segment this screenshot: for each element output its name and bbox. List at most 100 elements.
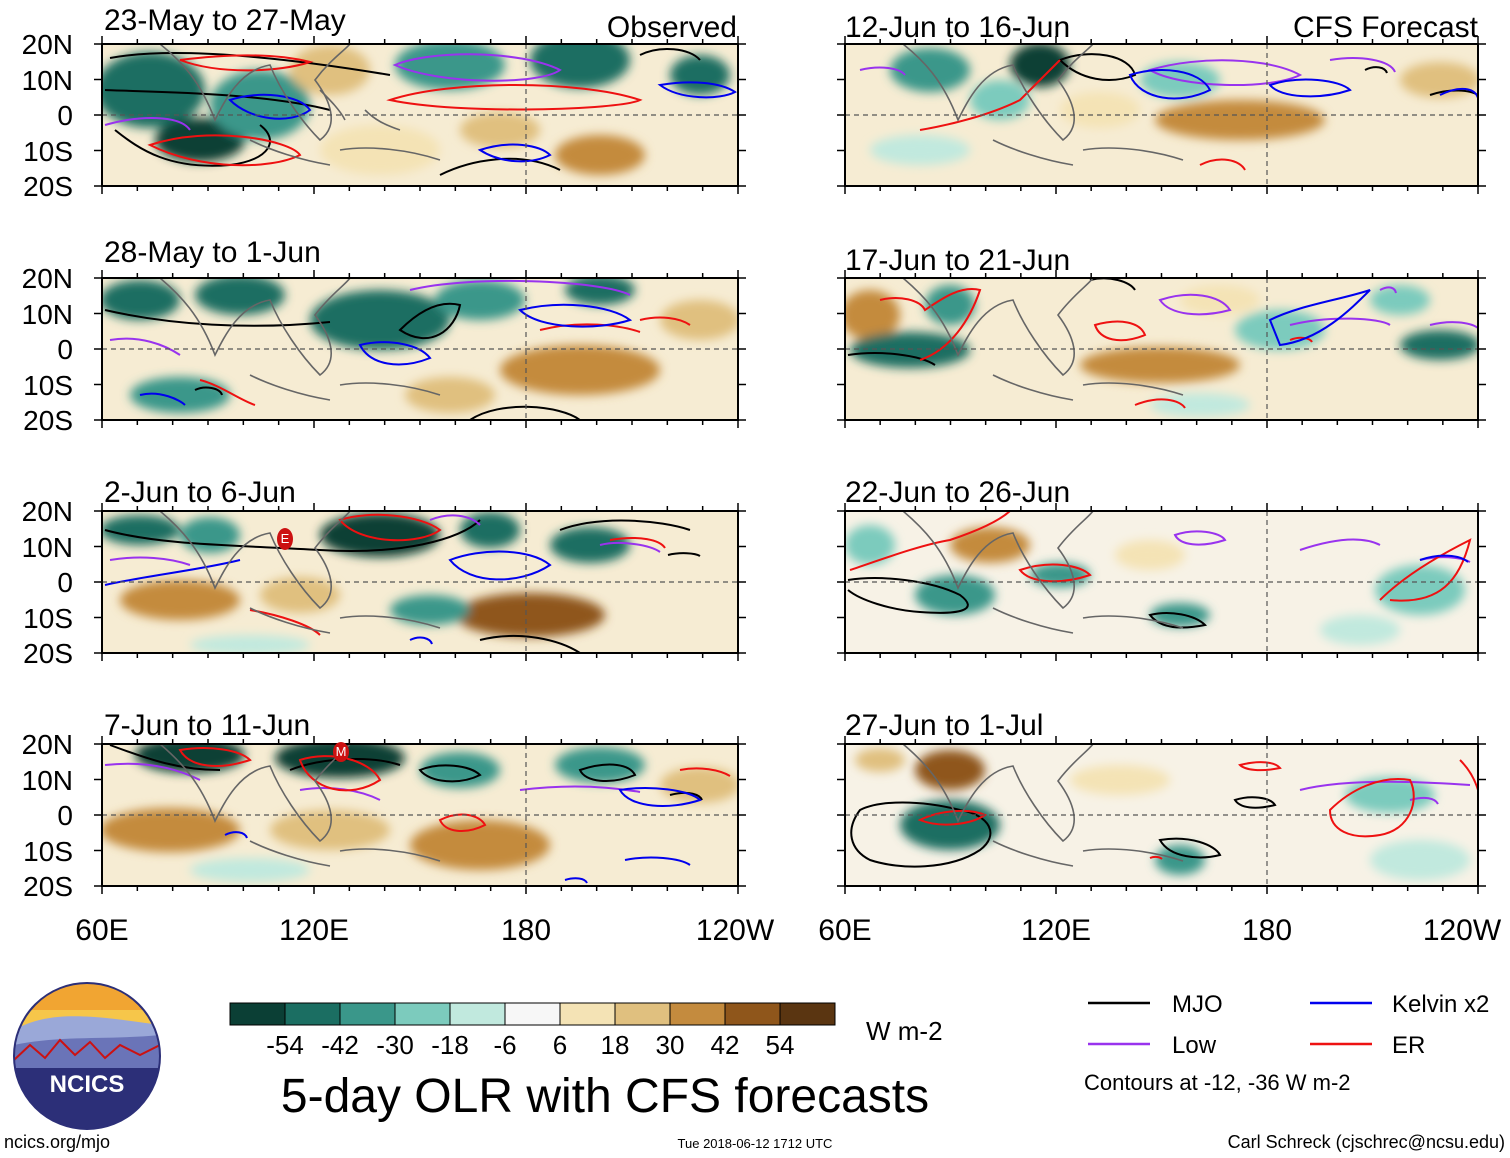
olr-anomaly-shading — [845, 525, 1465, 645]
colorbar-swatch — [394, 1002, 451, 1026]
colorbar-label: 6 — [553, 1030, 567, 1060]
panel-title: 27-Jun to 1-Jul — [845, 709, 1043, 742]
olr-anomaly-shading — [102, 278, 738, 413]
svg-text:20S: 20S — [23, 638, 73, 669]
colorbar-swatch — [614, 1002, 671, 1026]
panel-title: 28-May to 1-Jun — [104, 236, 321, 269]
colorbar-swatch — [559, 1002, 616, 1026]
panel-forecast-2 — [844, 277, 1479, 421]
svg-text:20N: 20N — [22, 29, 73, 60]
svg-text:60E: 60E — [75, 914, 128, 947]
colorbar-swatch — [229, 1002, 286, 1026]
svg-text:10N: 10N — [22, 299, 73, 330]
svg-text:20S: 20S — [23, 171, 73, 202]
panel-title: 12-Jun to 16-Jun — [845, 11, 1070, 44]
olr-anomaly-shading — [102, 44, 730, 175]
svg-text:20S: 20S — [23, 871, 73, 902]
svg-text:20N: 20N — [22, 496, 73, 527]
event-marker-e: E — [277, 528, 293, 550]
colorbar-label: -6 — [493, 1030, 516, 1060]
panel-observed-3: E — [101, 510, 739, 654]
colorbar-swatch — [779, 1002, 836, 1026]
footer-credit: Carl Schreck (cjschrec@ncsu.edu) — [1228, 1132, 1505, 1152]
coastlines — [159, 44, 441, 166]
svg-text:10N: 10N — [22, 532, 73, 563]
svg-text:120E: 120E — [279, 914, 349, 947]
colorbar-label: 18 — [601, 1030, 630, 1060]
ncics-logo: NCICS — [13, 982, 161, 1130]
svg-text:0: 0 — [57, 800, 73, 831]
coastlines — [902, 278, 1184, 401]
coastlines — [902, 44, 1184, 166]
panel-title: 17-Jun to 21-Jun — [845, 244, 1070, 277]
svg-text:10N: 10N — [22, 65, 73, 96]
svg-text:10S: 10S — [23, 370, 73, 401]
colorbar-label: -18 — [431, 1030, 469, 1060]
svg-text:0: 0 — [57, 567, 73, 598]
panel-forecast-1 — [844, 43, 1479, 187]
svg-text:180: 180 — [1242, 914, 1292, 947]
svg-text:E: E — [281, 531, 290, 546]
legend: MJO Kelvin x2 Low ER Contours at -12, -3… — [1084, 991, 1489, 1095]
colorbar-unit: W m-2 — [866, 1016, 943, 1046]
panel-title: 2-Jun to 6-Jun — [104, 476, 296, 509]
olr-anomaly-shading — [845, 285, 1478, 417]
svg-text:60E: 60E — [818, 914, 871, 947]
svg-text:0: 0 — [57, 334, 73, 365]
coastlines — [902, 511, 1184, 634]
legend-label-er: ER — [1392, 1032, 1425, 1059]
figure-title: 5-day OLR with CFS forecasts — [281, 1070, 929, 1123]
panel-forecast-4 — [844, 743, 1479, 887]
svg-text:10N: 10N — [22, 765, 73, 796]
legend-label-low: Low — [1172, 1032, 1217, 1059]
event-marker-m: M — [333, 742, 349, 762]
panel-forecast-3 — [844, 510, 1479, 654]
legend-note: Contours at -12, -36 W m-2 — [1084, 1070, 1351, 1095]
footer-timestamp: Tue 2018-06-12 1712 UTC — [678, 1136, 833, 1151]
latitude-labels: 20N 10N 0 10S 20S 20N 10N 0 10S 20S 20N … — [22, 29, 73, 902]
svg-text:20N: 20N — [22, 263, 73, 294]
coastlines — [902, 744, 1184, 867]
svg-text:20S: 20S — [23, 405, 73, 436]
colorbar — [229, 1002, 836, 1026]
colorbar-swatch — [504, 1002, 561, 1026]
svg-text:120W: 120W — [696, 914, 775, 947]
colorbar-label: -54 — [266, 1030, 304, 1060]
axis-ticks — [94, 36, 1486, 894]
colorbar-label: -42 — [321, 1030, 359, 1060]
svg-text:10S: 10S — [23, 603, 73, 634]
coastlines — [159, 744, 441, 867]
svg-text:M: M — [336, 744, 347, 759]
logo-text: NCICS — [50, 1071, 125, 1098]
colorbar-labels: -54 -42 -30 -18 -6 6 18 30 42 54 — [266, 1030, 794, 1060]
forecast-label: CFS Forecast — [1293, 11, 1479, 44]
legend-label-kelvin: Kelvin x2 — [1392, 991, 1489, 1018]
panel-title: 22-Jun to 26-Jun — [845, 476, 1070, 509]
panel-title: 23-May to 27-May — [104, 4, 346, 37]
colorbar-label: 30 — [656, 1030, 685, 1060]
colorbar-swatch — [284, 1002, 341, 1026]
coastlines — [159, 278, 441, 401]
panel-observed-1 — [101, 43, 739, 187]
longitude-labels: 60E 120E 180 120W 60E 120E 180 120W — [75, 914, 1502, 947]
svg-text:10S: 10S — [23, 836, 73, 867]
panel-observed-4: M — [101, 742, 739, 887]
observed-label: Observed — [607, 11, 737, 44]
olr-anomaly-shading — [870, 44, 1478, 165]
legend-label-mjo: MJO — [1172, 991, 1223, 1018]
footer-url[interactable]: ncics.org/mjo — [4, 1132, 110, 1152]
colorbar-label: -30 — [376, 1030, 414, 1060]
panel-observed-2 — [101, 277, 739, 421]
svg-text:120W: 120W — [1423, 914, 1502, 947]
svg-text:10S: 10S — [23, 136, 73, 167]
svg-text:180: 180 — [501, 914, 551, 947]
colorbar-swatch — [724, 1002, 781, 1026]
svg-text:120E: 120E — [1021, 914, 1091, 947]
svg-text:0: 0 — [57, 100, 73, 131]
svg-text:20N: 20N — [22, 729, 73, 760]
colorbar-swatch — [669, 1002, 726, 1026]
colorbar-label: 54 — [766, 1030, 795, 1060]
panel-title: 7-Jun to 11-Jun — [104, 709, 310, 742]
colorbar-swatch — [449, 1002, 506, 1026]
